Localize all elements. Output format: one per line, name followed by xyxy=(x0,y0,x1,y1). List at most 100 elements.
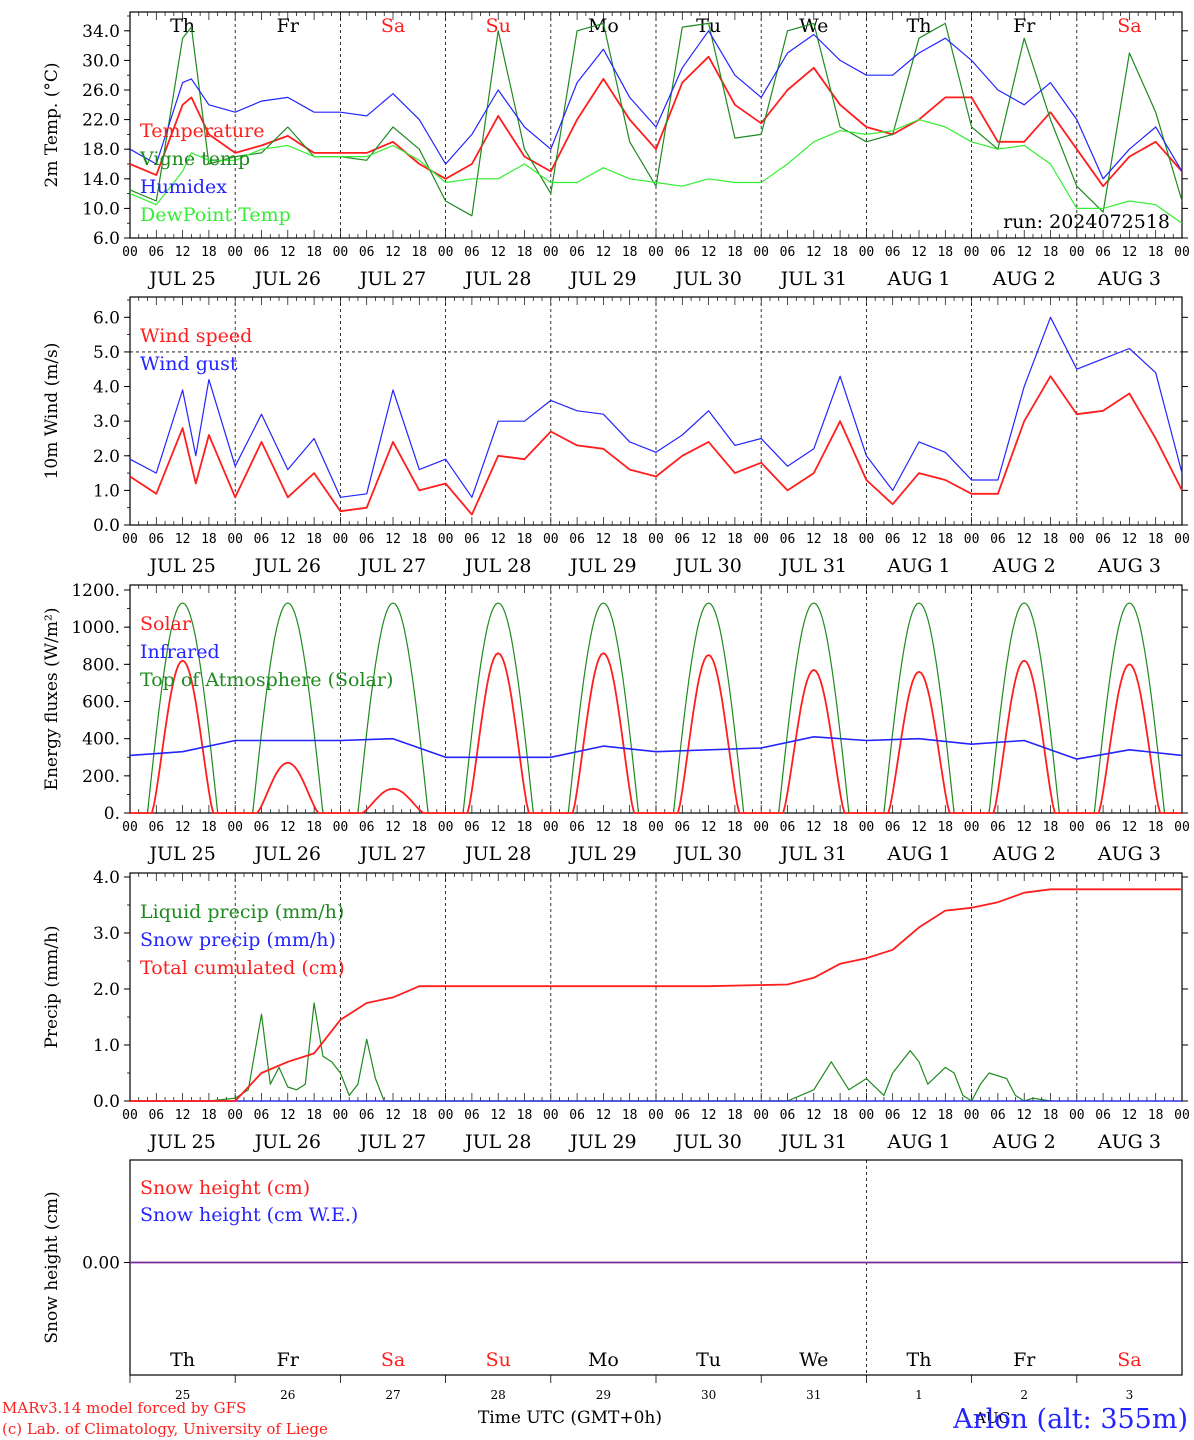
series-line xyxy=(129,22,1183,217)
hour-tick-label: 06 xyxy=(148,245,164,260)
hour-tick-label: 12 xyxy=(911,1108,927,1123)
hour-tick-label: 12 xyxy=(806,532,822,547)
hour-tick-label: 18 xyxy=(201,245,217,260)
hour-tick-label: 06 xyxy=(885,532,901,547)
y-tick-label: 34.0 xyxy=(82,22,120,42)
hour-tick-label: 12 xyxy=(175,245,191,260)
y-tick-label: 3.0 xyxy=(93,924,120,944)
hour-tick-label: 18 xyxy=(622,1108,638,1123)
hour-tick-label: 12 xyxy=(911,245,927,260)
hour-tick-label: 00 xyxy=(964,1108,980,1123)
hour-tick-label: 00 xyxy=(1069,1108,1085,1123)
date-tick-label: AUG 2 xyxy=(992,843,1056,865)
hour-tick-label: 18 xyxy=(1043,532,1059,547)
weekday-label: Tu xyxy=(696,1349,721,1371)
weekday-label: Sa xyxy=(381,15,405,37)
hour-tick-label: 12 xyxy=(911,820,927,835)
date-tick-label: JUL 31 xyxy=(779,555,847,577)
hour-tick-label: 18 xyxy=(306,245,322,260)
weekday-label: Sa xyxy=(381,1349,405,1371)
y-axis-title: 10m Wind (m/s) xyxy=(42,343,62,480)
hour-tick-label: 00 xyxy=(227,1108,243,1123)
hour-tick-label: 00 xyxy=(122,532,138,547)
hour-tick-label: 18 xyxy=(517,820,533,835)
hour-tick-label: 06 xyxy=(780,1108,796,1123)
hour-tick-label: 06 xyxy=(780,532,796,547)
date-tick-label: JUL 30 xyxy=(673,843,741,865)
series-line xyxy=(129,55,1183,188)
hour-tick-label: 18 xyxy=(411,532,427,547)
y-tick-label: 1200. xyxy=(71,581,120,601)
date-tick-label: JUL 27 xyxy=(358,843,426,865)
hour-tick-label: 18 xyxy=(832,245,848,260)
hour-tick-label: 06 xyxy=(569,1108,585,1123)
date-tick-label: JUL 29 xyxy=(568,268,636,290)
hour-tick-label: 12 xyxy=(806,1108,822,1123)
legend-entry: Infrared xyxy=(140,641,220,663)
hour-tick-label: 06 xyxy=(1095,245,1111,260)
hour-tick-label: 12 xyxy=(385,532,401,547)
date-tick-label: JUL 28 xyxy=(463,268,531,290)
legend-entry: Snow height (cm) xyxy=(140,1177,310,1199)
hour-tick-label: 12 xyxy=(596,1108,612,1123)
y-tick-label: 6.0 xyxy=(93,229,120,249)
hour-tick-label: 12 xyxy=(701,1108,717,1123)
y-tick-label: 26.0 xyxy=(82,81,120,101)
y-tick-label: 0. xyxy=(104,804,120,824)
month-tag: AUG xyxy=(974,1409,1010,1427)
hour-tick-label: 18 xyxy=(411,245,427,260)
y-tick-label: 2.0 xyxy=(93,447,120,467)
date-tick-label: AUG 3 xyxy=(1097,1131,1161,1153)
hour-tick-label: 00 xyxy=(753,1108,769,1123)
date-tick-label: AUG 1 xyxy=(886,268,950,290)
hour-tick-label: 06 xyxy=(885,245,901,260)
hour-tick-label: 18 xyxy=(517,245,533,260)
weekday-label: Th xyxy=(170,1349,195,1371)
hour-tick-label: 12 xyxy=(1122,245,1138,260)
hour-tick-label: 06 xyxy=(674,820,690,835)
hour-tick-label: 18 xyxy=(517,532,533,547)
hour-tick-label: 06 xyxy=(254,820,270,835)
hour-tick-label: 12 xyxy=(701,532,717,547)
model-credit: MARv3.14 model forced by GFS xyxy=(2,1399,246,1417)
hour-tick-label: 00 xyxy=(859,820,875,835)
hour-tick-label: 12 xyxy=(701,820,717,835)
date-tick-label: JUL 28 xyxy=(463,555,531,577)
weekday-label: Th xyxy=(907,1349,932,1371)
hour-tick-label: 18 xyxy=(1148,245,1164,260)
day-number-label: 27 xyxy=(385,1388,400,1402)
hour-tick-label: 12 xyxy=(596,532,612,547)
y-tick-label: 400. xyxy=(82,730,120,750)
wind-panel: 00 06 12 18 JUL 25 00 06 12 18 JUL 26 00 06 12 18 JUL … xyxy=(42,296,1190,577)
hour-tick-label: 00 xyxy=(964,532,980,547)
hour-tick-label: 18 xyxy=(937,532,953,547)
day-number-label: 26 xyxy=(280,1388,295,1402)
hour-tick-label: 00 xyxy=(1174,245,1190,260)
hour-tick-label: 06 xyxy=(254,532,270,547)
hour-tick-label: 18 xyxy=(1043,1108,1059,1123)
day-number-label: 3 xyxy=(1126,1388,1134,1402)
y-tick-label: 14.0 xyxy=(82,170,120,190)
hour-tick-label: 00 xyxy=(859,245,875,260)
hour-tick-label: 12 xyxy=(806,245,822,260)
hour-tick-label: 12 xyxy=(490,820,506,835)
hour-tick-label: 18 xyxy=(622,820,638,835)
y-tick-label: 0.0 xyxy=(93,516,120,536)
hour-tick-label: 12 xyxy=(175,820,191,835)
hour-tick-label: 06 xyxy=(990,820,1006,835)
date-tick-label: JUL 26 xyxy=(253,555,321,577)
date-tick-label: JUL 29 xyxy=(568,1131,636,1153)
date-tick-label: JUL 25 xyxy=(147,268,215,290)
hour-tick-label: 12 xyxy=(175,532,191,547)
y-tick-label: 6.0 xyxy=(93,308,120,328)
day-number-label: 31 xyxy=(806,1388,821,1402)
hour-tick-label: 06 xyxy=(674,532,690,547)
date-tick-label: JUL 25 xyxy=(147,555,215,577)
y-tick-label: 2.0 xyxy=(93,980,120,1000)
hour-tick-label: 00 xyxy=(753,820,769,835)
hour-tick-label: 06 xyxy=(359,1108,375,1123)
hour-tick-label: 00 xyxy=(438,245,454,260)
hour-tick-label: 12 xyxy=(385,820,401,835)
date-tick-label: JUL 28 xyxy=(463,1131,531,1153)
date-tick-label: JUL 25 xyxy=(147,843,215,865)
